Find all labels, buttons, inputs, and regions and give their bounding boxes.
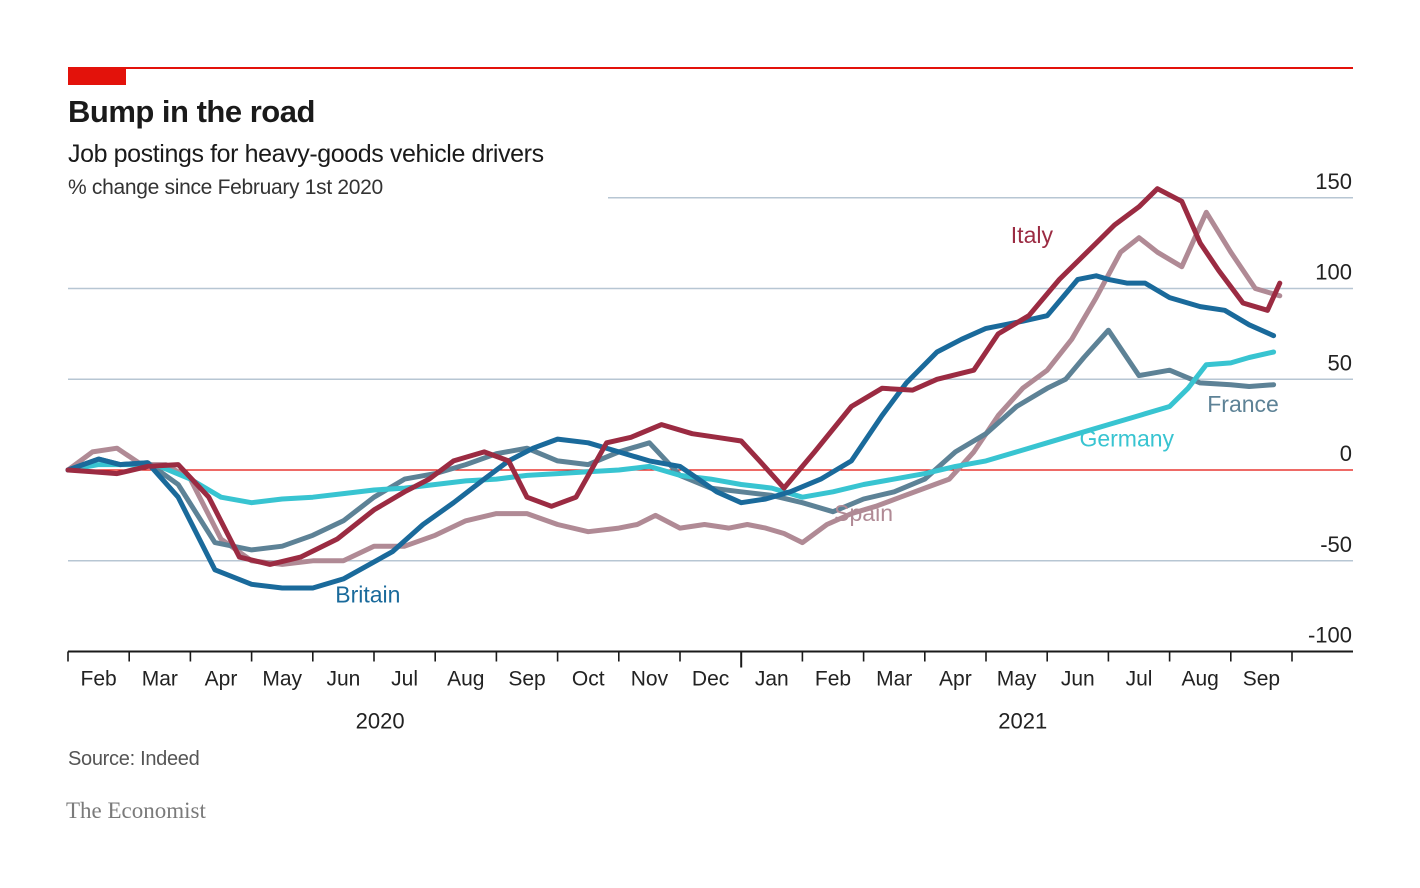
x-tick-label: May (262, 668, 302, 691)
x-tick-label: Feb (815, 668, 851, 691)
series-label-france: France (1207, 391, 1279, 417)
series-label-italy: Italy (1011, 222, 1054, 248)
source-note: Source: Indeed (68, 748, 200, 770)
brand-wordmark: The Economist (66, 798, 206, 823)
top-rule (68, 67, 1353, 69)
series-line-italy (65, 186, 1283, 567)
x-tick-label: Apr (205, 668, 238, 691)
x-tick-label: Mar (142, 668, 178, 691)
y-tick-label: 50 (1328, 350, 1352, 375)
economist-red-tag (68, 67, 126, 85)
x-tick-label: Mar (876, 668, 912, 691)
x-tick-label: Jul (1126, 668, 1153, 691)
y-tick-label: 100 (1315, 260, 1352, 285)
x-year-label: 2020 (356, 709, 405, 734)
y-tick-label: -50 (1320, 532, 1352, 557)
series-label-spain: Spain (834, 500, 893, 526)
x-tick-label: Aug (447, 668, 484, 691)
x-year-label: 2021 (998, 709, 1047, 734)
x-tick-label: May (997, 668, 1037, 691)
series-line-france (65, 327, 1277, 553)
x-tick-label: Jan (755, 668, 789, 691)
x-tick-label: Sep (1243, 668, 1280, 691)
x-tick-label: Jul (391, 668, 418, 691)
x-tick-label: Sep (508, 668, 545, 691)
series-line-spain (65, 209, 1283, 567)
y-tick-label: 0 (1340, 441, 1352, 466)
series-label-britain: Britain (335, 581, 400, 607)
x-tick-label: Jun (1061, 668, 1095, 691)
series-line-britain (65, 273, 1277, 591)
chart-title: Bump in the road (68, 94, 315, 129)
x-tick-label: Apr (939, 668, 972, 691)
x-tick-label: Jun (326, 668, 360, 691)
x-tick-label: Dec (692, 668, 729, 691)
chart-subtitle: Job postings for heavy-goods vehicle dri… (68, 140, 544, 168)
x-tick-label: Aug (1182, 668, 1219, 691)
series-label-germany: Germany (1079, 425, 1174, 451)
x-tick-label: Oct (572, 668, 605, 691)
y-tick-label: -100 (1308, 623, 1352, 648)
x-tick-label: Feb (81, 668, 117, 691)
chart-unit-label: % change since February 1st 2020 (68, 176, 383, 199)
x-tick-label: Nov (631, 668, 669, 691)
y-tick-label: 150 (1315, 169, 1352, 194)
